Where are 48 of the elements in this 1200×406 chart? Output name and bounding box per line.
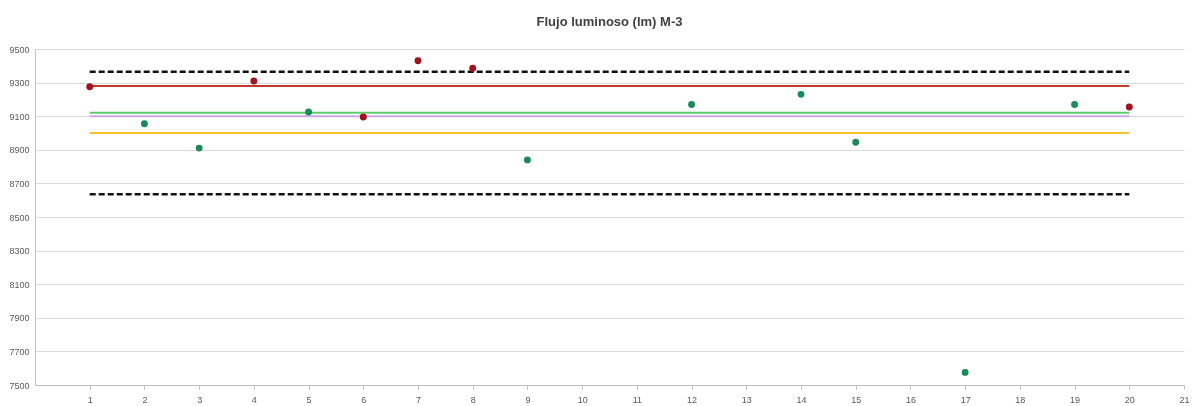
point xyxy=(523,156,531,164)
point xyxy=(1125,103,1133,111)
point xyxy=(414,57,422,65)
point xyxy=(250,77,258,85)
x-tick-label: 17 xyxy=(960,394,971,405)
x-tick-label: 8 xyxy=(470,394,476,405)
point xyxy=(469,64,477,72)
x-tick-label: 20 xyxy=(1124,394,1135,405)
point xyxy=(140,120,148,128)
point xyxy=(86,83,94,91)
x-tick-label: 4 xyxy=(251,394,257,405)
x-tick-label: 9 xyxy=(525,394,531,405)
point xyxy=(852,138,860,146)
x-tick-label: 7 xyxy=(415,394,422,405)
x-tick-label: 1 xyxy=(87,394,93,405)
y-tick-label: 9300 xyxy=(9,78,30,89)
x-tick-label: 15 xyxy=(851,394,862,405)
point xyxy=(961,368,969,376)
x-tick-label: 2 xyxy=(142,394,148,405)
x-tick-label: 12 xyxy=(687,394,698,405)
x-tick-label: 13 xyxy=(741,394,752,405)
x-tick-label: 19 xyxy=(1070,394,1081,405)
x-tick-label: 5 xyxy=(306,394,312,405)
y-tick-label: 7900 xyxy=(9,313,30,324)
y-tick-label: 9500 xyxy=(9,44,30,55)
point xyxy=(1071,100,1079,108)
point xyxy=(797,90,805,98)
point xyxy=(359,113,367,121)
point xyxy=(305,108,313,116)
chart-title: Flujo luminoso (lm) M-3 xyxy=(536,14,683,29)
y-tick-label: 8500 xyxy=(9,212,30,223)
x-tick-label: 16 xyxy=(905,394,916,405)
x-tick-label: 18 xyxy=(1015,394,1026,405)
point xyxy=(688,100,696,108)
y-tick-label: 8100 xyxy=(9,279,30,290)
x-tick-label: 11 xyxy=(632,394,643,405)
y-tick-label: 8700 xyxy=(9,178,30,189)
x-tick-label: 3 xyxy=(197,394,203,405)
x-tick-label: 21 xyxy=(1179,394,1190,405)
y-tick-label: 7500 xyxy=(9,380,30,391)
x-tick-label: 6 xyxy=(361,394,367,405)
point xyxy=(195,144,203,152)
y-tick-label: 8300 xyxy=(9,246,30,257)
y-tick-label: 8900 xyxy=(9,145,30,156)
y-tick-label: 7700 xyxy=(9,346,30,357)
y-tick-label: 9100 xyxy=(9,111,30,122)
x-tick-label: 10 xyxy=(577,394,588,405)
x-tick-label: 14 xyxy=(796,394,807,405)
